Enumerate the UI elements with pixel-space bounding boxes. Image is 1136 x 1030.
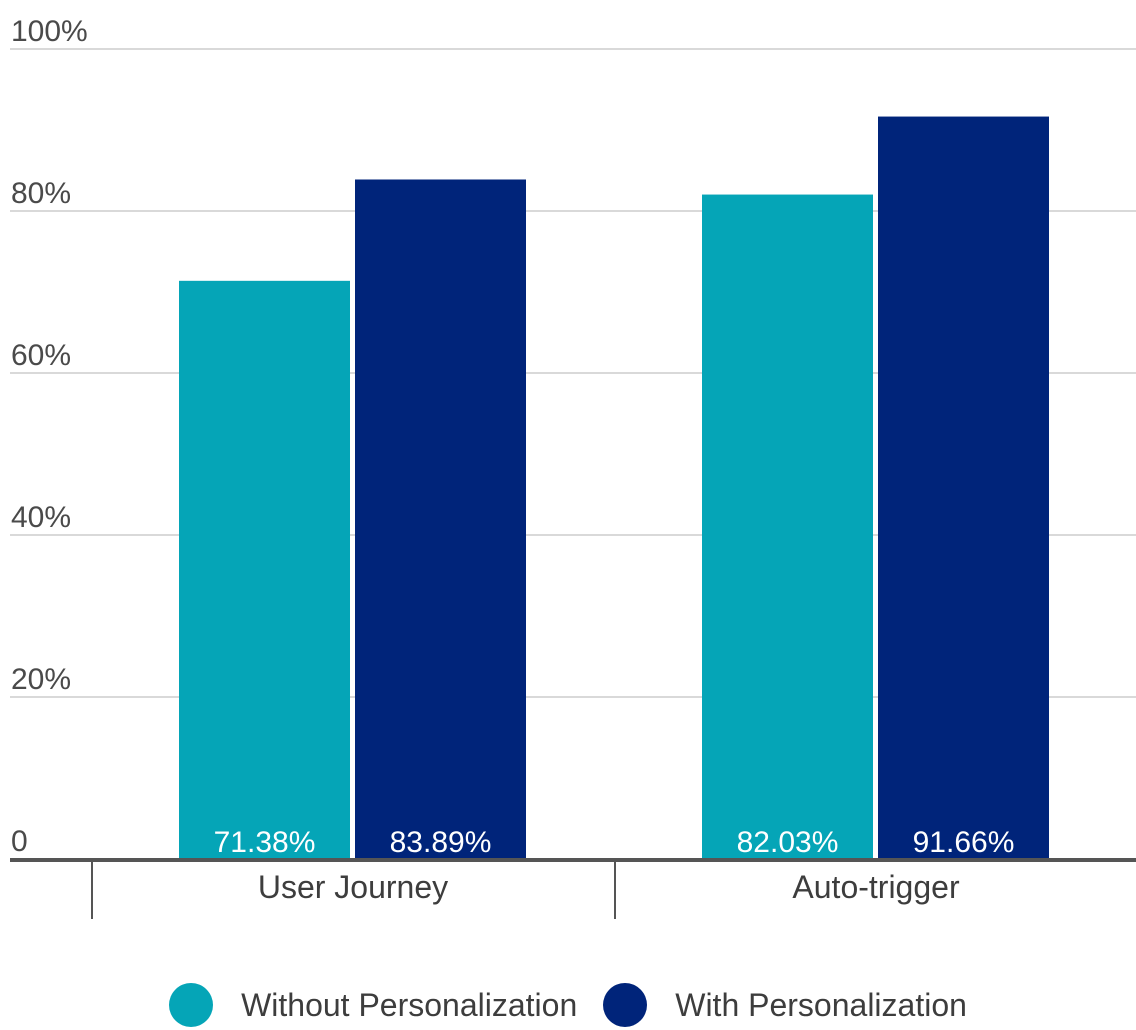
legend-label-without-personalization: Without Personalization xyxy=(241,986,578,1023)
data-labels: 71.38% 82.03% 83.89% 91.66% xyxy=(214,826,1015,859)
y-tick-label-60: 60% xyxy=(11,339,71,372)
x-tick-label-auto-trigger: Auto-trigger xyxy=(792,869,960,905)
data-label-user-journey-without-personalization: 71.38% xyxy=(214,826,316,859)
legend-item-without-personalization: Without Personalization xyxy=(169,983,577,1027)
y-tick-label-100: 100% xyxy=(11,15,88,48)
data-label-auto-trigger-without-personalization: 82.03% xyxy=(737,826,839,859)
legend-item-with-personalization: With Personalization xyxy=(603,983,967,1027)
bars xyxy=(179,116,1049,860)
legend-label-with-personalization: With Personalization xyxy=(675,986,967,1023)
x-axis-tick-labels: User Journey Auto-trigger xyxy=(258,869,960,905)
bar-user-journey-with-personalization xyxy=(355,179,526,860)
y-tick-label-0: 0 xyxy=(11,825,28,858)
y-axis-tick-labels: 0 20% 40% 60% 80% 100% xyxy=(11,15,88,858)
bar-auto-trigger-without-personalization xyxy=(702,194,873,859)
y-tick-label-80: 80% xyxy=(11,177,71,210)
x-axis xyxy=(10,858,1136,919)
bar-auto-trigger-with-personalization xyxy=(878,116,1049,859)
legend-swatch-with-personalization xyxy=(603,983,648,1027)
legend-swatch-without-personalization xyxy=(169,983,214,1027)
y-tick-label-20: 20% xyxy=(11,663,71,696)
bar-user-journey-without-personalization xyxy=(179,280,350,859)
data-label-user-journey-with-personalization: 83.89% xyxy=(390,826,492,859)
y-tick-label-40: 40% xyxy=(11,501,71,534)
legend: Without Personalization With Personaliza… xyxy=(0,980,1136,1030)
x-tick-label-user-journey: User Journey xyxy=(258,869,448,905)
data-label-auto-trigger-with-personalization: 91.66% xyxy=(913,826,1015,859)
